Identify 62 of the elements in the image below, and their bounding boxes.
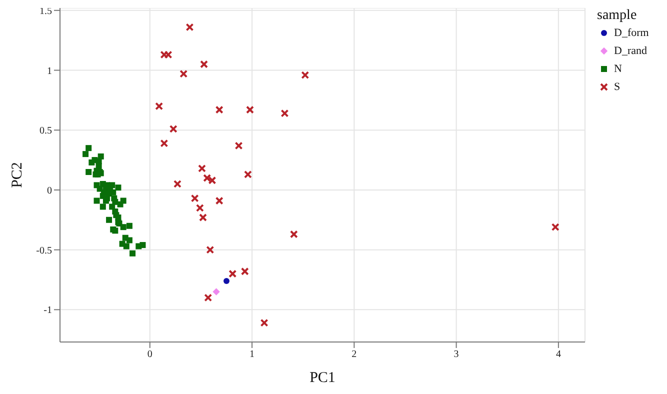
point — [223, 278, 230, 284]
legend-label: D_form — [614, 27, 649, 39]
legend-label: S — [614, 81, 620, 93]
point — [246, 106, 254, 114]
point — [106, 216, 112, 223]
x-tick-label: 0 — [147, 349, 152, 360]
x-axis-title: PC1 — [310, 370, 336, 386]
point — [200, 60, 208, 68]
point — [551, 223, 560, 232]
point — [160, 50, 168, 59]
point — [169, 124, 178, 133]
legend-label: D_rand — [614, 45, 647, 57]
point — [190, 194, 199, 202]
point — [198, 164, 206, 172]
point — [120, 224, 126, 230]
x-tick-label: 3 — [454, 349, 459, 360]
point — [164, 50, 172, 59]
point — [228, 270, 237, 278]
point — [204, 294, 212, 302]
point — [109, 204, 116, 210]
legend-title: sample — [597, 8, 638, 24]
point — [198, 214, 207, 222]
point — [186, 23, 194, 32]
point — [244, 170, 252, 178]
point — [234, 142, 243, 150]
legend-label: N — [614, 63, 622, 75]
point — [212, 288, 220, 296]
x-tick-label: 2 — [352, 349, 357, 360]
point — [290, 230, 298, 238]
y-tick-label: 0.5 — [40, 126, 52, 137]
point — [94, 198, 100, 204]
x-tick-label: 4 — [556, 349, 561, 360]
point — [260, 318, 268, 327]
point — [206, 246, 214, 254]
point — [86, 145, 92, 152]
point — [140, 242, 146, 248]
point — [117, 201, 124, 208]
point — [301, 71, 310, 80]
y-tick-label: 1 — [47, 66, 52, 77]
point — [123, 243, 130, 250]
y-axis-title: PC2 — [9, 162, 26, 188]
point — [130, 250, 136, 256]
point — [88, 159, 95, 166]
point — [100, 204, 106, 210]
point — [240, 267, 249, 276]
point — [215, 196, 224, 205]
point — [115, 184, 122, 191]
point — [160, 139, 168, 148]
point — [280, 109, 289, 118]
point — [126, 237, 132, 244]
y-tick-label: -1 — [44, 305, 52, 316]
y-tick-label: -0.5 — [36, 245, 52, 256]
point — [86, 169, 92, 176]
point — [180, 70, 188, 78]
point — [155, 102, 164, 110]
point — [215, 106, 224, 114]
x-tick-label: 1 — [250, 349, 255, 360]
point — [196, 204, 204, 212]
point — [82, 151, 89, 158]
y-tick-label: 0 — [47, 186, 52, 197]
point — [126, 222, 132, 229]
point — [173, 180, 182, 188]
